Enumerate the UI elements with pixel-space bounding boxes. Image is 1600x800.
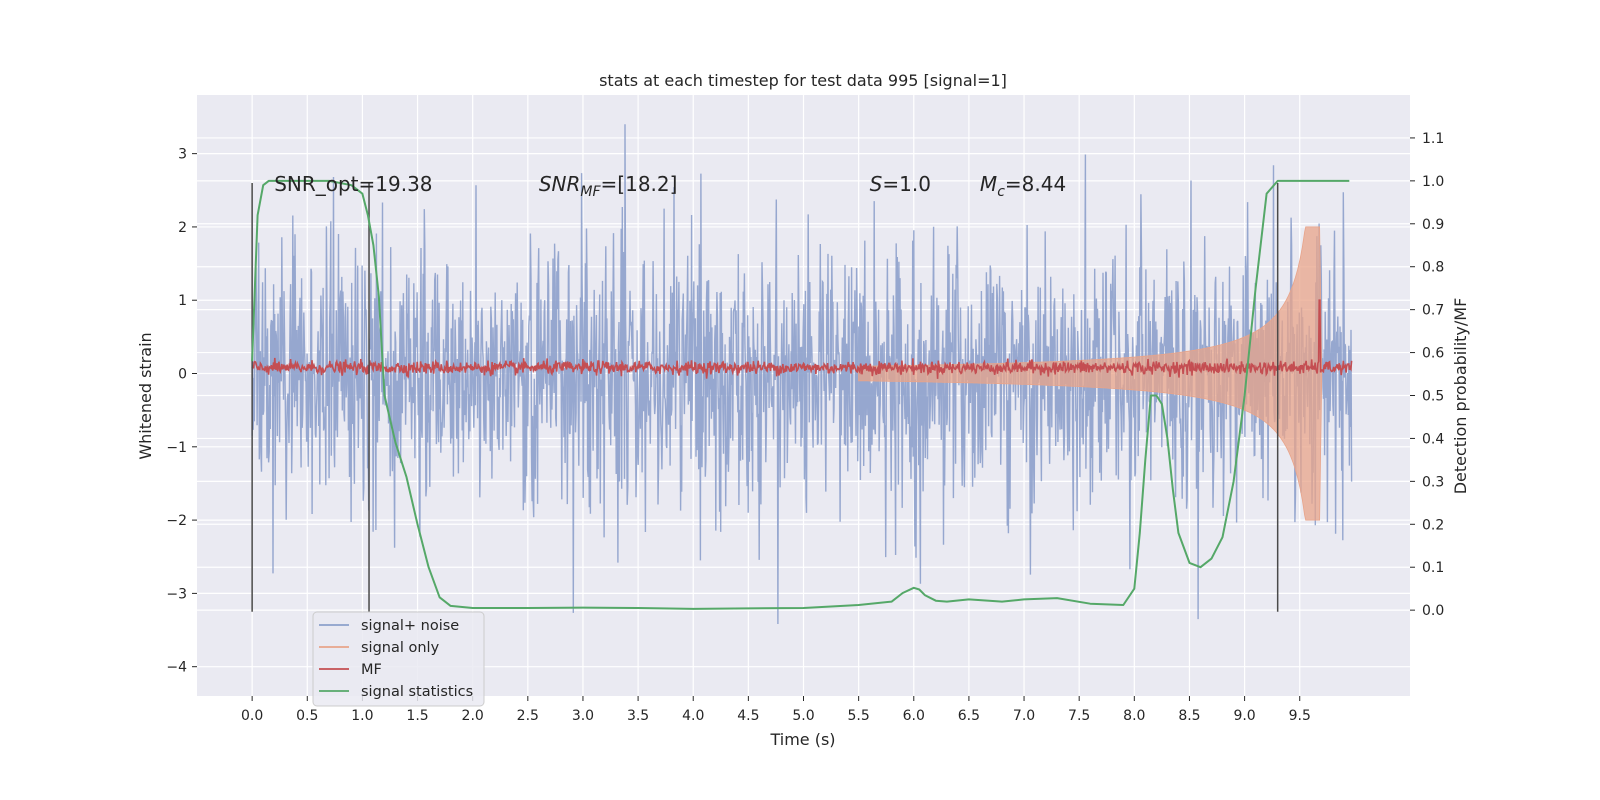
chart-title: stats at each timestep for test data 995… (599, 71, 1007, 90)
y-axis-right-label: Detection probability/MF (1451, 298, 1470, 495)
x-tick-label-6: 3.0 (572, 708, 594, 724)
y-right-tick-label-10: 0.1 (1422, 560, 1444, 576)
x-tick-label-0: 0.0 (241, 708, 263, 724)
y-right-tick-label-0: 1.1 (1422, 131, 1444, 147)
y-right-tick-label-6: 0.5 (1422, 389, 1444, 405)
y-right-tick-label-4: 0.7 (1422, 303, 1444, 319)
x-tick-label-4: 2.0 (462, 708, 484, 724)
x-tick-label-14: 7.0 (1013, 708, 1035, 724)
series-signal-statistics (251, 179, 1350, 610)
legend-label-signal-statistics: signal statistics (361, 684, 473, 700)
line-signal-statistics (251, 179, 1350, 610)
legend-label-signal-noise: signal+ noise (361, 618, 459, 634)
x-tick-label-7: 3.5 (627, 708, 649, 724)
y-tick-label-3: 0 (178, 367, 187, 383)
annotation-2: S=1.0 (870, 172, 931, 196)
x-tick-label-16: 8.0 (1123, 708, 1145, 724)
x-tick-label-1: 0.5 (296, 708, 318, 724)
annotation-3: Mc=8.44 (980, 172, 1066, 200)
x-tick-label-5: 2.5 (517, 708, 539, 724)
y-tick-label-0: 3 (178, 147, 187, 163)
x-tick-label-8: 4.0 (682, 708, 704, 724)
x-tick-label-10: 5.0 (792, 708, 814, 724)
legend: signal+ noise signal only MF signal stat… (312, 611, 485, 707)
x-tick-label-19: 9.5 (1289, 708, 1311, 724)
y-right-tick-label-5: 0.6 (1422, 346, 1444, 362)
x-tick-label-3: 1.5 (406, 708, 428, 724)
y-axis-right-ticks: 1.1 1.0 0.9 0.8 0.7 0.6 0.5 0.4 0.3 0.2 0.1 0.0 (1410, 131, 1444, 619)
y-tick-label-7: −4 (166, 660, 187, 676)
x-tick-label-15: 7.5 (1068, 708, 1090, 724)
y-tick-label-2: 1 (178, 293, 187, 309)
y-right-tick-label-1: 1.0 (1422, 174, 1444, 190)
series-mf (251, 299, 1353, 379)
y-right-tick-label-7: 0.4 (1422, 431, 1444, 447)
series-signal-only (858, 226, 1323, 521)
line-mf (251, 299, 1353, 379)
legend-box (312, 611, 485, 707)
x-tick-label-11: 5.5 (848, 708, 870, 724)
y-tick-label-5: −2 (166, 513, 187, 529)
legend-label-signal-only: signal only (361, 640, 440, 656)
y-axis-label: Whitened strain (136, 332, 155, 459)
annotation-1: SNRMF=[18.2] (539, 172, 678, 200)
y-tick-label-6: −3 (166, 586, 187, 602)
y-tick-label-1: 2 (178, 220, 187, 236)
x-tick-label-13: 6.5 (958, 708, 980, 724)
x-axis-label: Time (s) (769, 730, 835, 749)
annotations: SNR_opt=19.38 SNRMF=[18.2] S=1.0 Mc=8.44 (274, 172, 1066, 200)
x-tick-label-12: 6.0 (903, 708, 925, 724)
y-right-tick-label-8: 0.3 (1422, 474, 1444, 490)
x-tick-label-2: 1.0 (351, 708, 373, 724)
line-signal-only (858, 226, 1323, 521)
x-tick-label-9: 4.5 (737, 708, 759, 724)
y-axis-ticks: 3 2 1 0 −1 −2 −3 −4 (166, 147, 197, 676)
y-right-tick-label-11: 0.0 (1422, 603, 1444, 619)
y-right-tick-label-3: 0.8 (1422, 260, 1444, 276)
x-tick-label-17: 8.5 (1178, 708, 1200, 724)
vertical-lines (251, 182, 1279, 612)
y-tick-label-4: −1 (166, 440, 187, 456)
legend-label-mf: MF (361, 662, 382, 678)
x-axis-ticks: 0.0 0.5 1.0 1.5 2.0 2.5 3.0 3.5 4.0 4.5 5.0 5.5 6.0 6… (241, 696, 1311, 724)
y-right-tick-label-2: 0.9 (1422, 217, 1444, 233)
x-tick-label-18: 9.0 (1233, 708, 1255, 724)
annotation-0: SNR_opt=19.38 (274, 172, 432, 196)
y-right-tick-label-9: 0.2 (1422, 517, 1444, 533)
